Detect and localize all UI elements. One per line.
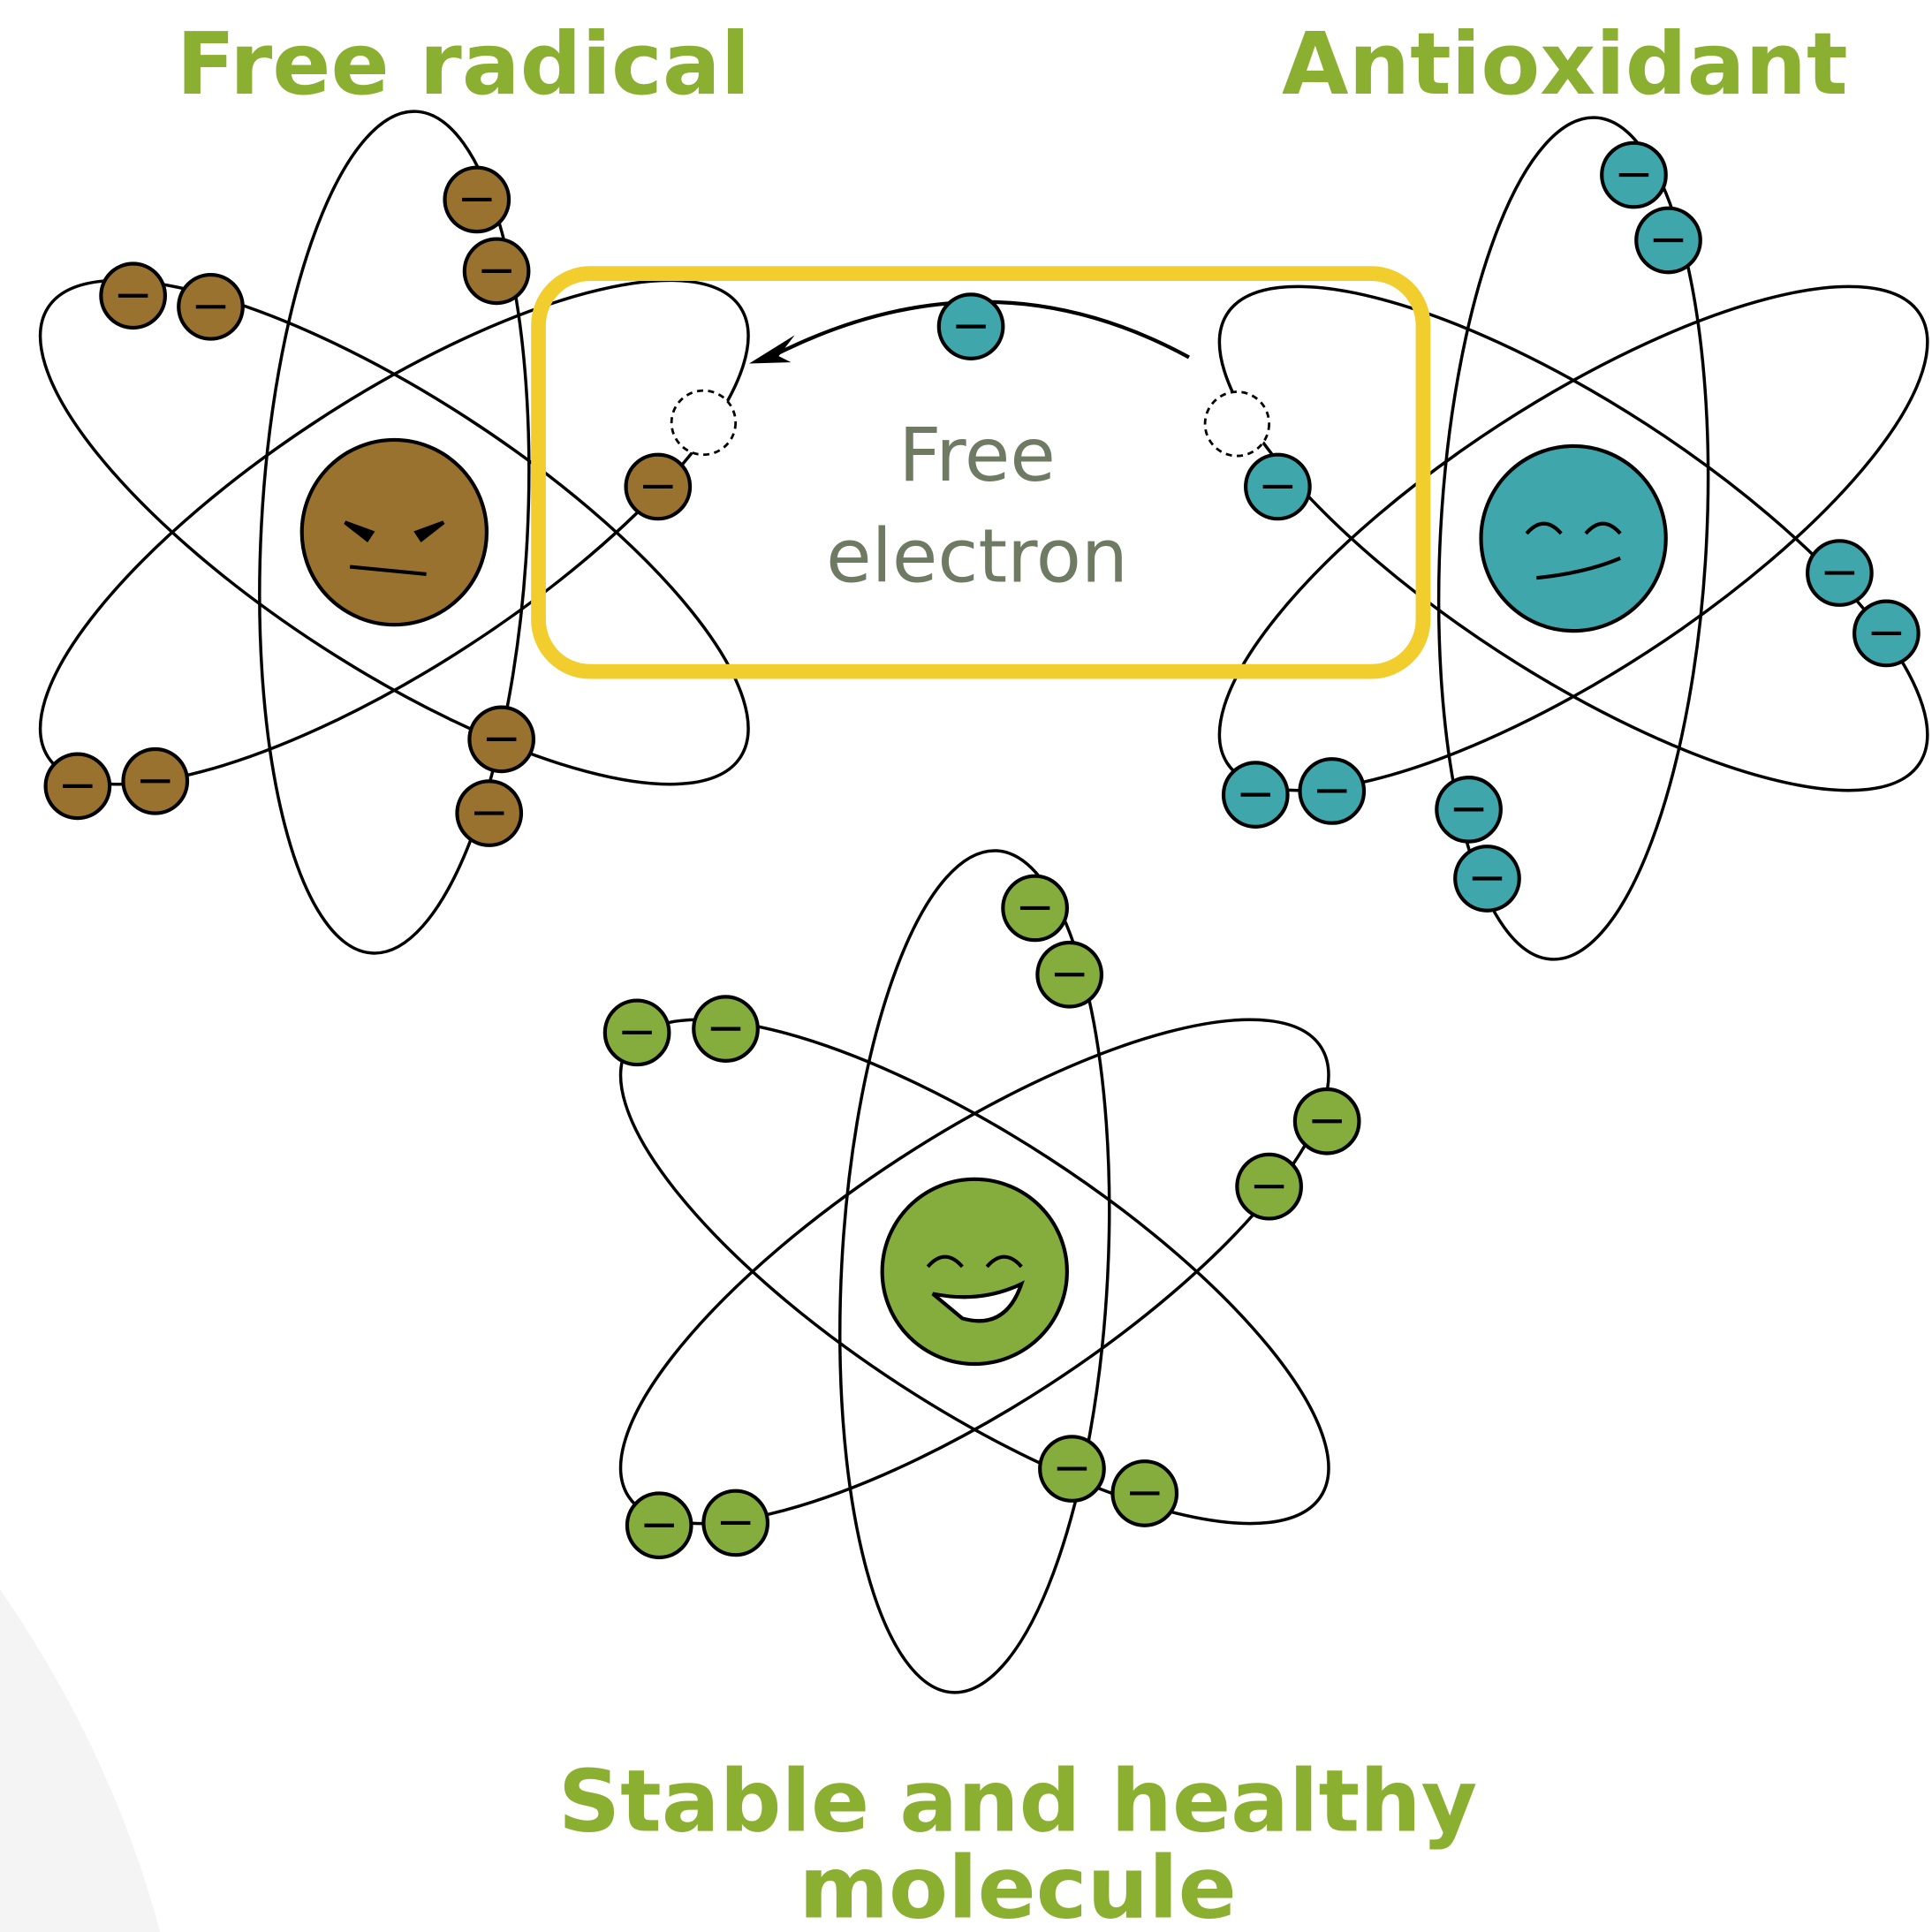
background-shape xyxy=(0,1589,160,1932)
stable-title: molecule xyxy=(799,1837,1237,1932)
free-electron-label: Free xyxy=(898,412,1056,498)
nucleus xyxy=(883,1179,1067,1364)
atom xyxy=(0,104,814,959)
free-electron-label: electron xyxy=(826,512,1128,599)
missing-electron xyxy=(671,390,736,455)
atom xyxy=(555,844,1395,1699)
free-radical-title: Free radical xyxy=(177,14,751,115)
page: Free radical Antioxidant Free electron S… xyxy=(0,0,1932,1932)
diagram: Free radical Antioxidant Free electron S… xyxy=(0,0,1932,1932)
atom xyxy=(1154,110,1932,966)
antioxidant-title: Antioxidant xyxy=(1282,14,1848,115)
missing-electron xyxy=(1205,392,1269,457)
nucleus xyxy=(302,440,487,625)
nucleus xyxy=(1481,446,1666,631)
